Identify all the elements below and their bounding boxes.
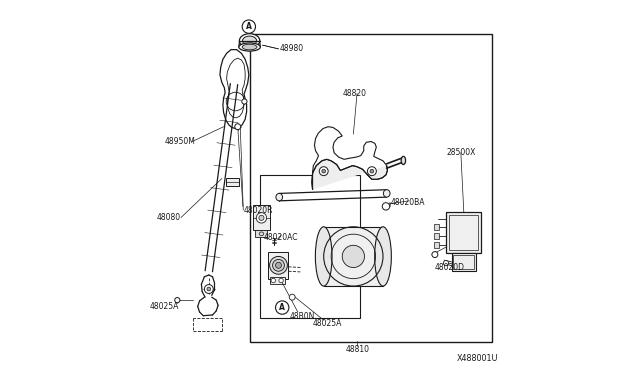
- Bar: [255, 231, 268, 237]
- Bar: [260, 175, 360, 318]
- Ellipse shape: [243, 36, 257, 45]
- Bar: [434, 233, 438, 239]
- Circle shape: [432, 251, 438, 257]
- Text: 28500X: 28500X: [446, 148, 476, 157]
- Text: 48B0N: 48B0N: [290, 312, 315, 321]
- Circle shape: [319, 167, 328, 176]
- Ellipse shape: [276, 193, 283, 201]
- Bar: [253, 205, 270, 231]
- Ellipse shape: [239, 34, 260, 48]
- Ellipse shape: [256, 213, 267, 223]
- Circle shape: [279, 278, 284, 283]
- Text: A: A: [279, 303, 285, 312]
- Circle shape: [382, 203, 390, 210]
- Circle shape: [367, 167, 376, 176]
- Text: 48080: 48080: [157, 213, 181, 222]
- Bar: [268, 251, 289, 279]
- Text: 48980: 48980: [279, 44, 303, 53]
- Circle shape: [444, 260, 449, 266]
- Ellipse shape: [276, 262, 282, 268]
- Ellipse shape: [242, 44, 257, 50]
- Ellipse shape: [401, 156, 406, 164]
- Bar: [250, 34, 492, 341]
- Bar: [270, 277, 285, 284]
- Text: A: A: [246, 22, 252, 31]
- Text: 48020D: 48020D: [435, 263, 465, 272]
- Text: 48020BA: 48020BA: [390, 198, 425, 207]
- Text: 48810: 48810: [346, 344, 370, 353]
- Circle shape: [235, 124, 241, 130]
- Ellipse shape: [259, 215, 264, 221]
- Bar: [226, 178, 239, 186]
- Circle shape: [242, 20, 255, 33]
- Text: 48020AC: 48020AC: [264, 233, 298, 243]
- Circle shape: [271, 278, 276, 283]
- Bar: [449, 215, 478, 250]
- Ellipse shape: [374, 227, 391, 286]
- Circle shape: [276, 301, 289, 314]
- Circle shape: [175, 298, 180, 303]
- Text: 48950M: 48950M: [165, 137, 196, 146]
- Ellipse shape: [239, 43, 260, 51]
- Bar: [324, 227, 383, 286]
- Ellipse shape: [273, 259, 284, 271]
- Text: 48020R: 48020R: [244, 206, 273, 215]
- Bar: [452, 253, 476, 271]
- Circle shape: [370, 169, 374, 173]
- Text: 48820: 48820: [342, 89, 366, 98]
- Circle shape: [322, 169, 326, 173]
- Circle shape: [207, 287, 211, 291]
- Ellipse shape: [342, 245, 364, 267]
- Ellipse shape: [383, 190, 390, 197]
- Bar: [446, 212, 481, 253]
- Bar: [434, 224, 438, 230]
- Ellipse shape: [269, 256, 287, 274]
- Bar: [453, 255, 474, 269]
- Bar: [434, 242, 438, 248]
- Text: 48025A: 48025A: [312, 320, 342, 328]
- Text: X488001U: X488001U: [456, 354, 498, 363]
- Text: 48025A: 48025A: [150, 302, 179, 311]
- Polygon shape: [312, 159, 387, 190]
- Circle shape: [289, 294, 295, 300]
- Circle shape: [242, 99, 247, 104]
- Circle shape: [204, 285, 213, 294]
- Ellipse shape: [316, 227, 332, 286]
